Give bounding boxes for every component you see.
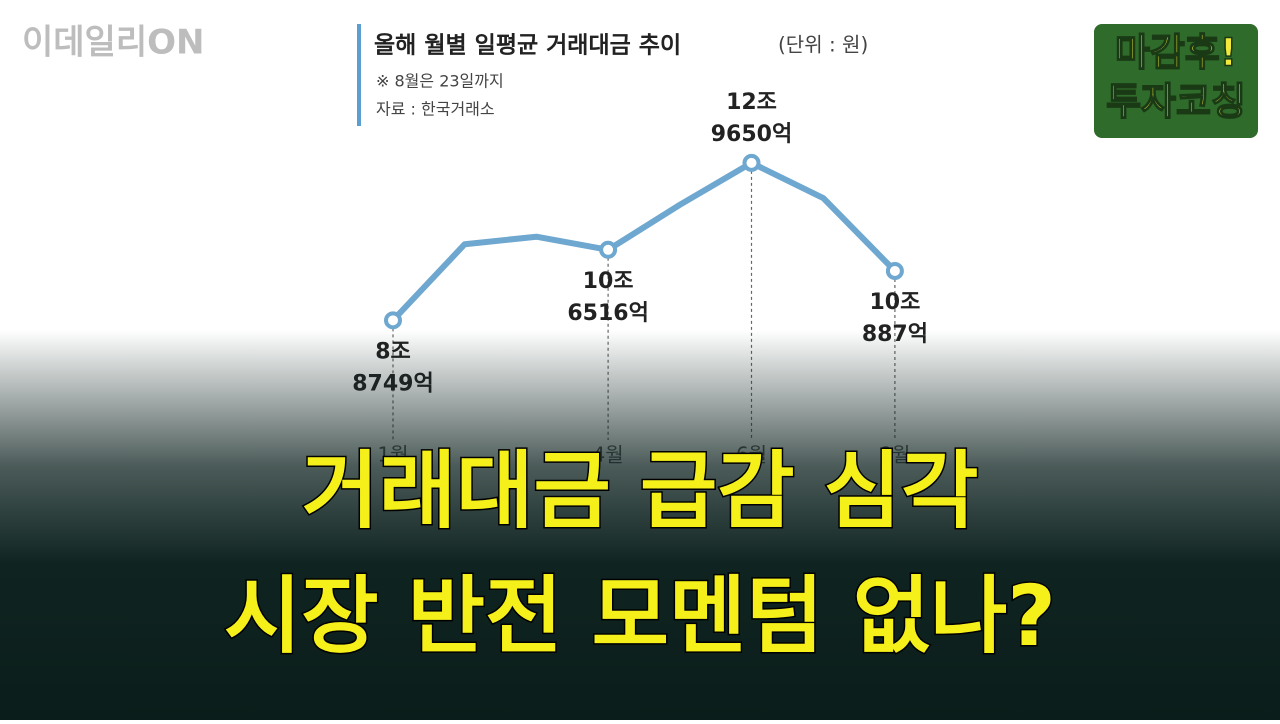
data-point	[742, 153, 761, 172]
logo-box	[1090, 20, 1262, 142]
channel-name: 이데일리ON	[22, 23, 204, 63]
logo-line: 투자코칭	[1106, 80, 1246, 124]
overlay	[0, 330, 1280, 720]
data-point	[384, 311, 402, 330]
chart-note: ※ 8월은 23일까지	[376, 72, 504, 91]
data-point	[599, 240, 618, 259]
value-label: 12조 9650억	[711, 90, 792, 147]
chart-title: 올해 월별 일평균 거래대금 추이	[374, 33, 681, 59]
headline: 시장 반전 모멘텀 없나?	[224, 567, 1056, 665]
data-line	[390, 159, 898, 323]
logo-line: 마감후!	[1115, 31, 1237, 75]
data-point	[885, 261, 904, 280]
title-bar	[357, 24, 361, 126]
headline: 거래대금 급감 심각	[302, 442, 979, 540]
logo: 마감후! 투자코칭	[1090, 20, 1262, 142]
value-label: 10조 6516억	[567, 269, 648, 326]
chart-unit: (단위 : 원)	[778, 33, 868, 57]
chart-source: 자료 : 한국거래소	[376, 100, 495, 119]
